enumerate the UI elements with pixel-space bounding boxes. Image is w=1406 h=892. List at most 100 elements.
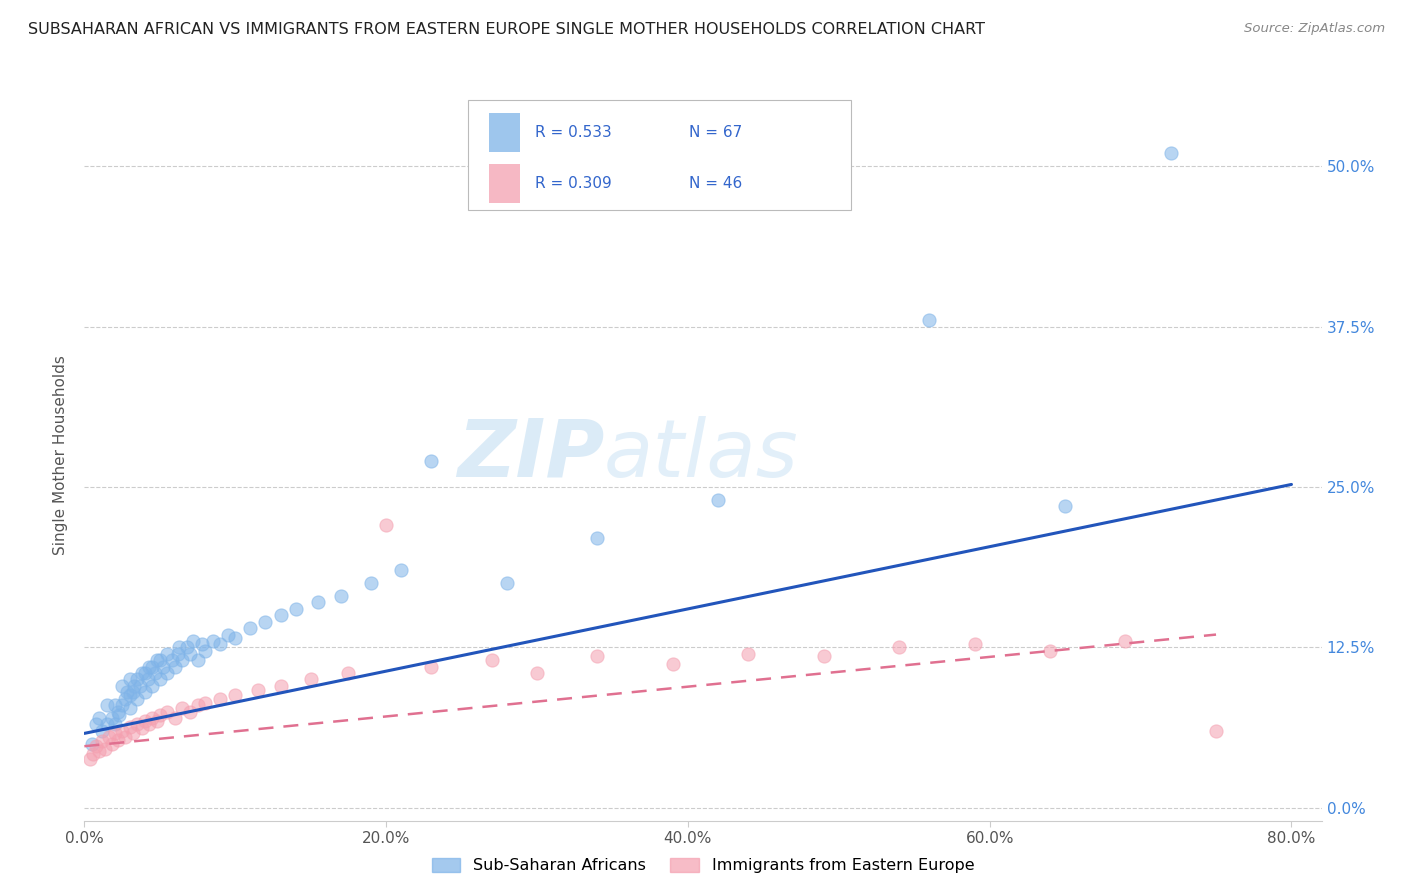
Point: [134, 666, 156, 681]
Point: [118, 688, 141, 702]
Point: [127, 717, 149, 731]
Text: atlas: atlas: [605, 416, 799, 494]
Point: [209, 691, 232, 706]
Text: SUBSAHARAN AFRICAN VS IMMIGRANTS FROM EASTERN EUROPE SINGLE MOTHER HOUSEHOLDS CO: SUBSAHARAN AFRICAN VS IMMIGRANTS FROM EA…: [28, 22, 986, 37]
Point: [194, 644, 217, 658]
Point: [284, 602, 307, 616]
Point: [889, 640, 911, 655]
Point: [89, 711, 111, 725]
Point: [1054, 500, 1077, 514]
Point: [481, 653, 503, 667]
Point: [179, 705, 201, 719]
Point: [118, 700, 141, 714]
Point: [121, 685, 143, 699]
Point: [103, 698, 125, 713]
Point: [129, 679, 152, 693]
Point: [122, 679, 145, 693]
Text: N = 67: N = 67: [689, 125, 742, 140]
Point: [526, 666, 548, 681]
Point: [149, 653, 172, 667]
Point: [96, 698, 118, 713]
Point: [156, 647, 179, 661]
Point: [91, 734, 114, 748]
Point: [194, 696, 217, 710]
Point: [246, 682, 269, 697]
Point: [707, 492, 730, 507]
Point: [918, 313, 941, 327]
Point: [103, 717, 125, 731]
Text: R = 0.533: R = 0.533: [534, 125, 612, 140]
Point: [191, 636, 214, 650]
Point: [586, 649, 609, 664]
Point: [329, 589, 352, 603]
Point: [307, 595, 329, 609]
Point: [209, 636, 232, 650]
Point: [270, 608, 292, 623]
Point: [662, 657, 685, 671]
Point: [152, 659, 174, 673]
Point: [163, 659, 186, 673]
Point: [270, 679, 292, 693]
Point: [181, 634, 204, 648]
Point: [138, 717, 160, 731]
Point: [107, 705, 129, 719]
Point: [86, 739, 108, 754]
Point: [82, 747, 104, 761]
Point: [420, 454, 443, 468]
Point: [143, 666, 166, 681]
Point: [167, 647, 190, 661]
Point: [176, 640, 198, 655]
Point: [118, 720, 141, 734]
Point: [121, 726, 143, 740]
Point: [134, 714, 156, 728]
Point: [217, 627, 239, 641]
Point: [254, 615, 277, 629]
Point: [360, 576, 382, 591]
Text: ZIP: ZIP: [457, 416, 605, 494]
Point: [94, 741, 117, 756]
Point: [179, 647, 201, 661]
Point: [127, 673, 149, 687]
Point: [111, 679, 134, 693]
Point: [156, 705, 179, 719]
Point: [103, 726, 125, 740]
Point: [80, 737, 103, 751]
Point: [186, 698, 208, 713]
Point: [239, 621, 262, 635]
Point: [96, 717, 118, 731]
Point: [146, 714, 169, 728]
Point: [108, 708, 131, 723]
Point: [813, 649, 835, 664]
Point: [201, 634, 224, 648]
Point: [1160, 146, 1182, 161]
Point: [111, 723, 134, 738]
Point: [420, 659, 443, 673]
Point: [97, 730, 120, 744]
Point: [100, 711, 122, 725]
Text: N = 46: N = 46: [689, 177, 742, 191]
Point: [114, 730, 136, 744]
Bar: [489, 164, 520, 203]
Point: [118, 673, 141, 687]
Point: [79, 752, 101, 766]
Point: [89, 744, 111, 758]
Point: [389, 563, 412, 577]
Point: [131, 721, 153, 735]
Point: [100, 737, 122, 751]
Point: [86, 717, 108, 731]
Point: [107, 732, 129, 747]
Text: Source: ZipAtlas.com: Source: ZipAtlas.com: [1244, 22, 1385, 36]
Point: [115, 685, 138, 699]
Point: [1114, 634, 1136, 648]
Legend: Sub-Saharan Africans, Immigrants from Eastern Europe: Sub-Saharan Africans, Immigrants from Ea…: [426, 851, 980, 880]
Point: [134, 685, 156, 699]
Point: [114, 691, 136, 706]
Point: [141, 659, 163, 673]
FancyBboxPatch shape: [468, 100, 852, 210]
Point: [141, 679, 163, 693]
Bar: [489, 113, 520, 152]
Point: [172, 700, 194, 714]
Point: [138, 659, 160, 673]
Point: [1205, 723, 1227, 738]
Point: [169, 640, 191, 655]
